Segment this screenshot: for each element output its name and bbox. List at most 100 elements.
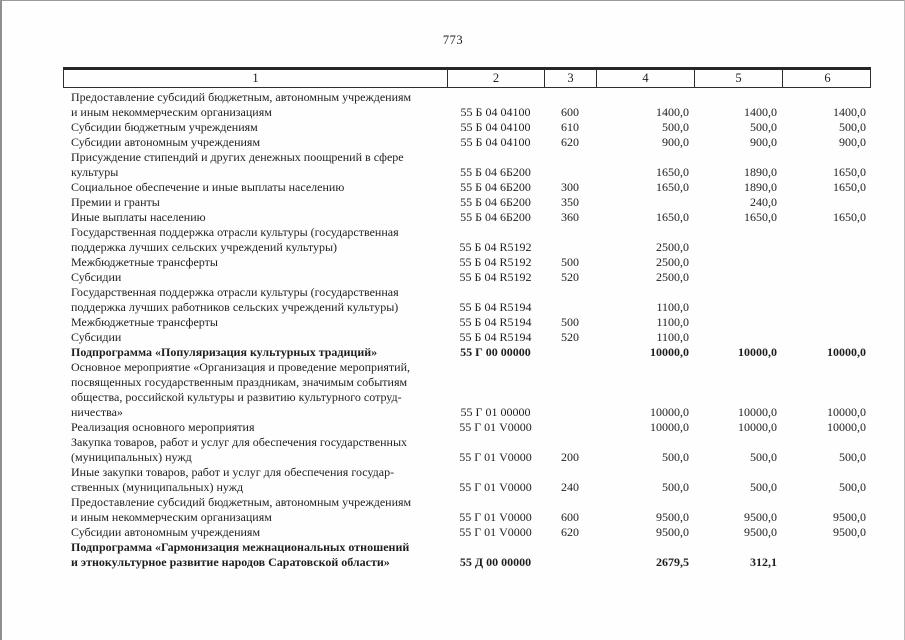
row-amount-col4: 1650,0	[656, 180, 689, 194]
row-amount-col6: 500,0	[839, 120, 866, 134]
column-header-5: 5	[695, 70, 783, 87]
row-amount-col4: 10000,0	[650, 420, 689, 434]
row-amount-col5: 1890,0	[744, 165, 777, 179]
column-header-4: 4	[597, 70, 695, 87]
row-budget-code: 55 Г 01 V0000	[459, 510, 532, 524]
table-row: Подпрограмма «Гармонизация межнациональн…	[63, 540, 871, 570]
row-amount-col4: 9500,0	[656, 525, 689, 539]
row-target-label: Межбюджетные трансферты	[71, 255, 218, 269]
row-expense-type: 360	[561, 210, 579, 224]
table-row: Субсидии автономным учреждениям 55 Б 04 0…	[63, 135, 871, 150]
row-target-label: Государственная поддержка отрасли культу…	[71, 225, 399, 254]
row-expense-type: 500	[561, 255, 579, 269]
row-target-label: Субсидии автономным учреждениям	[71, 525, 261, 539]
row-budget-code: 55 Г 00 00000	[460, 345, 531, 359]
row-amount-col4: 500,0	[662, 120, 689, 134]
row-target-label: Присуждение стипендий и других денежных …	[71, 150, 404, 179]
row-amount-col6: 1400,0	[833, 105, 866, 119]
row-budget-code: 55 Б 04 6Б200	[460, 180, 531, 194]
row-target-label: Субсидии	[71, 270, 122, 284]
row-amount-col5: 900,0	[750, 135, 777, 149]
row-budget-code: 55 Б 04 04100	[460, 120, 531, 134]
row-target-label: Иные закупки товаров, работ и услуг для …	[71, 465, 395, 494]
row-budget-code: 55 Г 01 00000	[460, 405, 531, 419]
row-amount-col5: 240,0	[750, 195, 777, 209]
row-target-label: Основное мероприятие «Организация и пров…	[71, 360, 411, 419]
row-amount-col4: 2500,0	[656, 270, 689, 284]
row-budget-code: 55 Б 04 R5194	[459, 330, 532, 344]
row-expense-type: 620	[561, 525, 579, 539]
row-amount-col5: 312,1	[750, 555, 777, 569]
table-row: Основное мероприятие «Организация и пров…	[63, 360, 871, 420]
table-row: Закупка товаров, работ и услуг для обесп…	[63, 435, 871, 465]
row-amount-col5: 1400,0	[744, 105, 777, 119]
row-target-label: Премии и гранты	[71, 195, 160, 209]
table-body: Предоставление субсидий бюджетным, автон…	[63, 90, 871, 570]
row-budget-code: 55 Д 00 00000	[459, 555, 532, 569]
row-expense-type: 600	[561, 510, 579, 524]
column-header-6: 6	[824, 71, 831, 85]
row-amount-col5: 1650,0	[744, 210, 777, 224]
row-target-label: Закупка товаров, работ и услуг для обесп…	[71, 435, 408, 464]
row-target-label: Реализация основного мероприятия	[71, 420, 255, 434]
row-budget-code: 55 Б 04 6Б200	[460, 210, 531, 224]
row-amount-col4: 1650,0	[656, 165, 689, 179]
row-expense-type: 610	[561, 120, 579, 134]
row-amount-col4: 1100,0	[656, 330, 689, 344]
row-amount-col4: 2679,5	[656, 555, 689, 569]
row-expense-type: 200	[561, 450, 579, 464]
table-row: Межбюджетные трансферты 55 Б 04 R5194 500 1…	[63, 315, 871, 330]
row-budget-code: 55 Б 04 04100	[460, 135, 531, 149]
table-row: Субсидии 55 Б 04 R5194 520 1100,0	[63, 330, 871, 345]
table-row: Социальное обеспечение и иные выплаты на…	[63, 180, 871, 195]
table-row: Премии и гранты 55 Б 04 6Б200 350 240,0	[63, 195, 871, 210]
row-target-label: Предоставление субсидий бюджетным, автон…	[71, 90, 412, 119]
table-row: Субсидии автономным учреждениям 55 Г 01 V…	[63, 525, 871, 540]
row-target-label: Подпрограмма «Гармонизация межнациональн…	[71, 540, 410, 569]
row-target-label: Социальное обеспечение и иные выплаты на…	[71, 180, 345, 194]
row-amount-col5: 9500,0	[744, 510, 777, 524]
row-budget-code: 55 Б 04 R5194	[459, 300, 532, 314]
row-amount-col4: 500,0	[662, 450, 689, 464]
row-amount-col4: 1100,0	[656, 300, 689, 314]
budget-table: 1 2 3 4 5 6 Предоставление субсидий бюдж…	[63, 67, 871, 570]
row-amount-col6: 1650,0	[833, 180, 866, 194]
row-amount-col4: 1100,0	[656, 315, 689, 329]
row-budget-code: 55 Б 04 R5192	[459, 270, 532, 284]
row-target-label: Субсидии бюджетным учреждениям	[71, 120, 258, 134]
row-amount-col6: 1650,0	[833, 210, 866, 224]
row-amount-col4: 9500,0	[656, 510, 689, 524]
table-row: Субсидии бюджетным учреждениям 55 Б 04 04…	[63, 120, 871, 135]
row-amount-col6: 900,0	[839, 135, 866, 149]
row-amount-col5: 500,0	[750, 120, 777, 134]
row-amount-col6: 9500,0	[833, 510, 866, 524]
table-row: Межбюджетные трансферты 55 Б 04 R5192 500 2…	[63, 255, 871, 270]
table-header-row: 1 2 3 4 5 6	[63, 67, 871, 88]
row-expense-type: 350	[561, 195, 579, 209]
table-row: Государственная поддержка отрасли культу…	[63, 225, 871, 255]
row-target-label: Подпрограмма «Популяризация культурных т…	[71, 345, 378, 359]
row-amount-col5: 10000,0	[738, 420, 777, 434]
row-target-label: Государственная поддержка отрасли культу…	[71, 285, 399, 314]
row-amount-col4: 1400,0	[656, 105, 689, 119]
row-amount-col6: 10000,0	[827, 405, 866, 419]
row-amount-col4: 10000,0	[650, 405, 689, 419]
row-amount-col4: 2500,0	[656, 255, 689, 269]
table-row: Государственная поддержка отрасли культу…	[63, 285, 871, 315]
table-row: Иные закупки товаров, работ и услуг для …	[63, 465, 871, 495]
row-budget-code: 55 Б 04 04100	[460, 105, 531, 119]
row-amount-col4: 10000,0	[650, 345, 689, 359]
row-expense-type: 520	[561, 270, 579, 284]
table-row: Присуждение стипендий и других денежных …	[63, 150, 871, 180]
row-target-label: Субсидии	[71, 330, 122, 344]
column-header-3: 3	[545, 70, 597, 87]
row-expense-type: 500	[561, 315, 579, 329]
row-budget-code: 55 Б 04 R5192	[459, 255, 532, 269]
row-amount-col5: 500,0	[750, 450, 777, 464]
row-budget-code: 55 Г 01 V0000	[459, 450, 532, 464]
table-row: Реализация основного мероприятия 55 Г 01 …	[63, 420, 871, 435]
row-amount-col4: 500,0	[662, 480, 689, 494]
row-amount-col6: 9500,0	[833, 525, 866, 539]
row-amount-col5: 500,0	[750, 480, 777, 494]
